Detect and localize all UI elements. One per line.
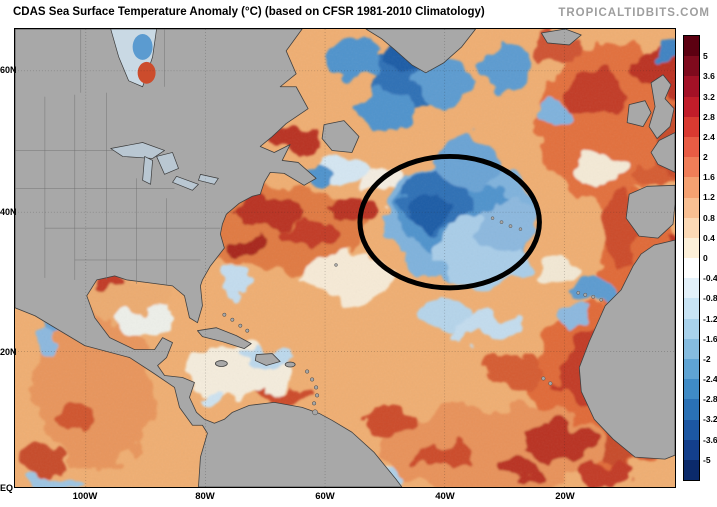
colorbar-swatches	[684, 36, 699, 481]
lake-michigan	[142, 156, 153, 185]
newfoundland-island	[321, 120, 360, 153]
map-canvas	[14, 28, 676, 488]
colorbar-segment	[684, 177, 699, 198]
site-watermark: TROPICALTIDBITS.COM	[558, 7, 710, 19]
colorbar-segment	[684, 439, 699, 460]
jamaica-island	[214, 360, 228, 367]
colorbar-label: -1.6	[703, 333, 717, 344]
colorbar-label: -2.8	[703, 394, 717, 405]
colorbar-segment	[684, 76, 699, 97]
north-america-landmass	[15, 29, 403, 487]
lake-ontario	[198, 174, 219, 185]
colorbar-label: 2.4	[703, 131, 715, 142]
colorbar-segment	[684, 136, 699, 158]
colorbar-segment	[684, 56, 699, 77]
iberia-landmass	[625, 184, 675, 239]
colorbar-label: -2.4	[703, 374, 717, 385]
colorbar-segment	[684, 96, 699, 117]
colorbar-segment	[684, 36, 699, 57]
y-axis-label: EQ	[0, 483, 14, 493]
colorbar-segment	[684, 237, 699, 259]
cuba-island	[197, 327, 252, 350]
highlight-ellipse	[357, 153, 542, 291]
colorbar-segment	[684, 197, 699, 218]
colorbar-segment	[684, 278, 699, 299]
y-axis-label: 60N	[0, 65, 17, 75]
hispaniola-island	[254, 353, 281, 366]
colorbar-segment	[684, 459, 699, 481]
colorbar-segment	[684, 399, 699, 420]
colorbar-segment	[684, 258, 699, 279]
colorbar-label: 0	[703, 253, 708, 263]
y-axis-label: 40N	[0, 207, 17, 217]
colorbar-label: -5	[703, 454, 711, 465]
puerto-rico-island	[284, 361, 296, 368]
colorbar-label: -3.2	[703, 414, 717, 425]
lesser-antilles-islands	[305, 369, 320, 416]
colorbar-segment	[684, 359, 699, 380]
colorbar-label: 3.2	[703, 91, 715, 102]
colorbar-segment	[684, 298, 699, 319]
africa-landmass	[578, 239, 675, 460]
azores-islands	[490, 216, 523, 231]
colorbar-label: 1.2	[703, 192, 715, 203]
colorbar-label: 2.8	[703, 111, 715, 122]
bahamas-islands	[222, 312, 250, 333]
anomaly-blob	[137, 61, 156, 84]
x-axis-label: 20W	[555, 491, 575, 502]
colorbar-label: -0.8	[703, 293, 717, 304]
colorbar-segment	[684, 157, 699, 178]
bay-anomaly-spots	[132, 33, 156, 84]
bermuda-island	[334, 263, 338, 267]
graticule-lines	[15, 29, 675, 487]
state-borders	[15, 29, 221, 286]
land-layer	[15, 29, 675, 487]
colorbar-segment	[684, 116, 699, 137]
colorbar-label: 3.6	[703, 71, 715, 82]
x-axis-label: 60W	[315, 491, 335, 502]
page-title: CDAS Sea Surface Temperature Anomaly (°C…	[13, 6, 485, 18]
lake-huron	[156, 152, 179, 175]
colorbar-segment	[684, 217, 699, 238]
x-axis-label: 100W	[72, 491, 98, 502]
colorbar-label: -0.4	[703, 273, 717, 284]
france-landmass	[650, 132, 675, 173]
colorbar	[683, 35, 700, 481]
lake-erie	[172, 176, 199, 191]
canary-islands	[576, 291, 604, 302]
colorbar-label: -3.6	[703, 434, 717, 445]
colorbar-label: 0.4	[703, 232, 715, 243]
colorbar-label: 2	[703, 152, 708, 163]
x-axis-label: 40W	[435, 491, 455, 502]
x-axis-label: 80W	[195, 491, 215, 502]
colorbar-label: -1.2	[703, 313, 717, 324]
colorbar-segment	[684, 379, 699, 400]
lake-superior	[110, 142, 165, 159]
anomaly-blob	[132, 33, 153, 60]
colorbar-segment	[684, 338, 699, 359]
colorbar-label: 5	[703, 51, 708, 62]
colorbar-label: 0.8	[703, 212, 715, 223]
ireland-island	[626, 100, 652, 127]
uk-island	[648, 74, 675, 139]
colorbar-segment	[684, 318, 699, 339]
colorbar-segment	[684, 419, 699, 440]
great-lakes	[110, 142, 219, 191]
cape-verde-islands	[541, 376, 553, 386]
greenland-landmass	[365, 29, 477, 74]
colorbar-label: 1.6	[703, 172, 715, 183]
colorbar-label: -2	[703, 353, 711, 364]
y-axis-label: 20N	[0, 347, 17, 357]
iceland-island	[541, 29, 582, 46]
map-svg	[15, 29, 675, 487]
